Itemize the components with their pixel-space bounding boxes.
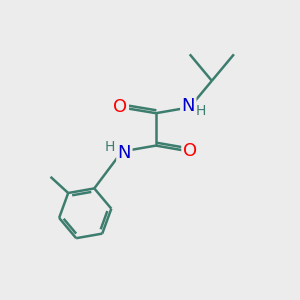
Text: N: N [182,97,195,115]
Text: H: H [196,104,206,118]
Text: H: H [104,140,115,154]
Text: N: N [118,144,131,162]
Text: O: O [113,98,128,116]
Text: O: O [183,142,197,160]
